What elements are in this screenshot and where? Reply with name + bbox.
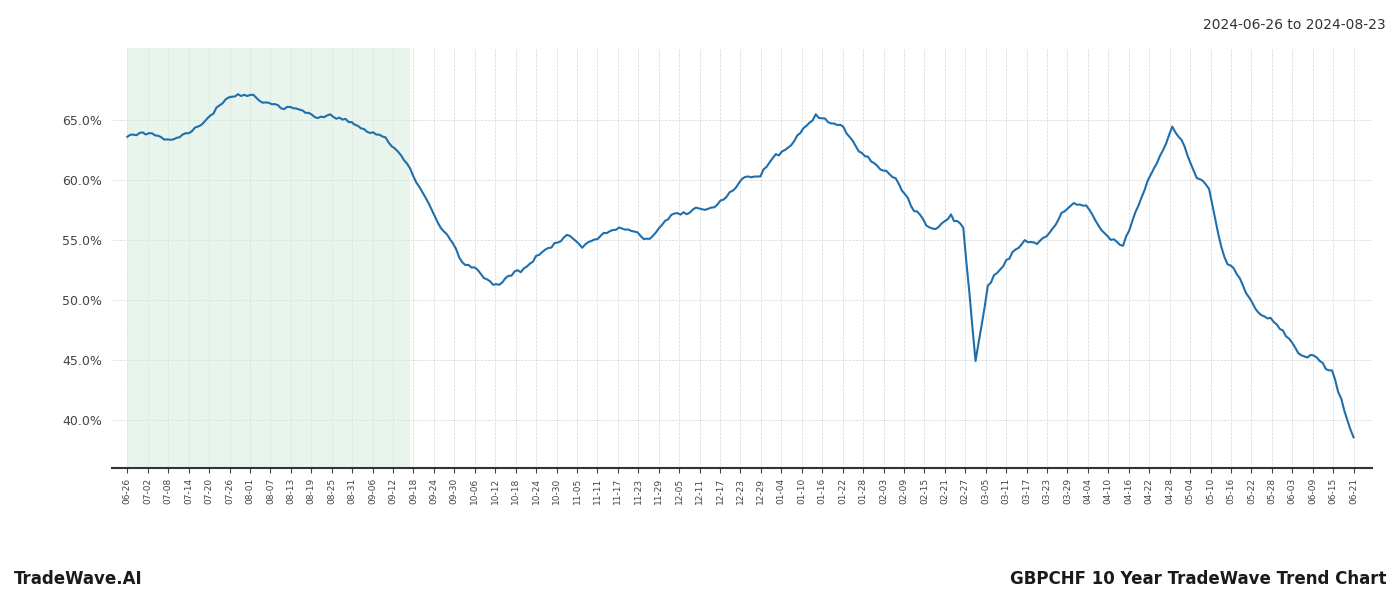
Text: TradeWave.AI: TradeWave.AI <box>14 570 143 588</box>
Text: GBPCHF 10 Year TradeWave Trend Chart: GBPCHF 10 Year TradeWave Trend Chart <box>1009 570 1386 588</box>
Text: 2024-06-26 to 2024-08-23: 2024-06-26 to 2024-08-23 <box>1204 18 1386 32</box>
Bar <box>127 48 410 468</box>
